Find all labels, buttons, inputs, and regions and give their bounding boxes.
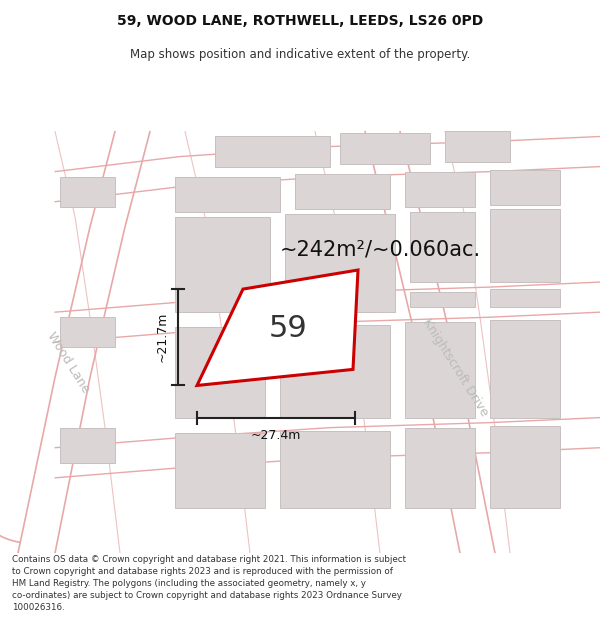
Polygon shape <box>197 270 358 386</box>
Polygon shape <box>410 212 475 282</box>
Polygon shape <box>175 432 265 508</box>
Polygon shape <box>175 328 265 418</box>
Polygon shape <box>60 318 115 348</box>
Polygon shape <box>215 136 330 167</box>
Polygon shape <box>490 320 560 418</box>
Polygon shape <box>490 169 560 205</box>
Text: ~21.7m: ~21.7m <box>155 312 169 362</box>
Polygon shape <box>60 177 115 207</box>
Polygon shape <box>410 292 475 307</box>
Polygon shape <box>280 431 390 508</box>
Polygon shape <box>445 131 510 162</box>
Text: ~27.4m: ~27.4m <box>251 429 301 442</box>
Polygon shape <box>405 322 475 418</box>
Polygon shape <box>405 172 475 207</box>
Polygon shape <box>175 217 270 312</box>
Text: 59: 59 <box>268 314 307 343</box>
Polygon shape <box>280 325 390 418</box>
Polygon shape <box>175 177 280 212</box>
Text: Wood Lane: Wood Lane <box>44 329 92 395</box>
Polygon shape <box>490 426 560 508</box>
Text: Knightscroft Drive: Knightscroft Drive <box>419 316 490 419</box>
Polygon shape <box>490 289 560 307</box>
Text: Map shows position and indicative extent of the property.: Map shows position and indicative extent… <box>130 48 470 61</box>
Text: Contains OS data © Crown copyright and database right 2021. This information is : Contains OS data © Crown copyright and d… <box>12 554 406 612</box>
Polygon shape <box>405 428 475 508</box>
Polygon shape <box>340 134 430 164</box>
Polygon shape <box>60 428 115 462</box>
Polygon shape <box>490 209 560 282</box>
Text: ~242m²/~0.060ac.: ~242m²/~0.060ac. <box>280 240 481 260</box>
Text: 59, WOOD LANE, ROTHWELL, LEEDS, LS26 0PD: 59, WOOD LANE, ROTHWELL, LEEDS, LS26 0PD <box>117 14 483 28</box>
Polygon shape <box>285 214 395 312</box>
Polygon shape <box>295 174 390 209</box>
